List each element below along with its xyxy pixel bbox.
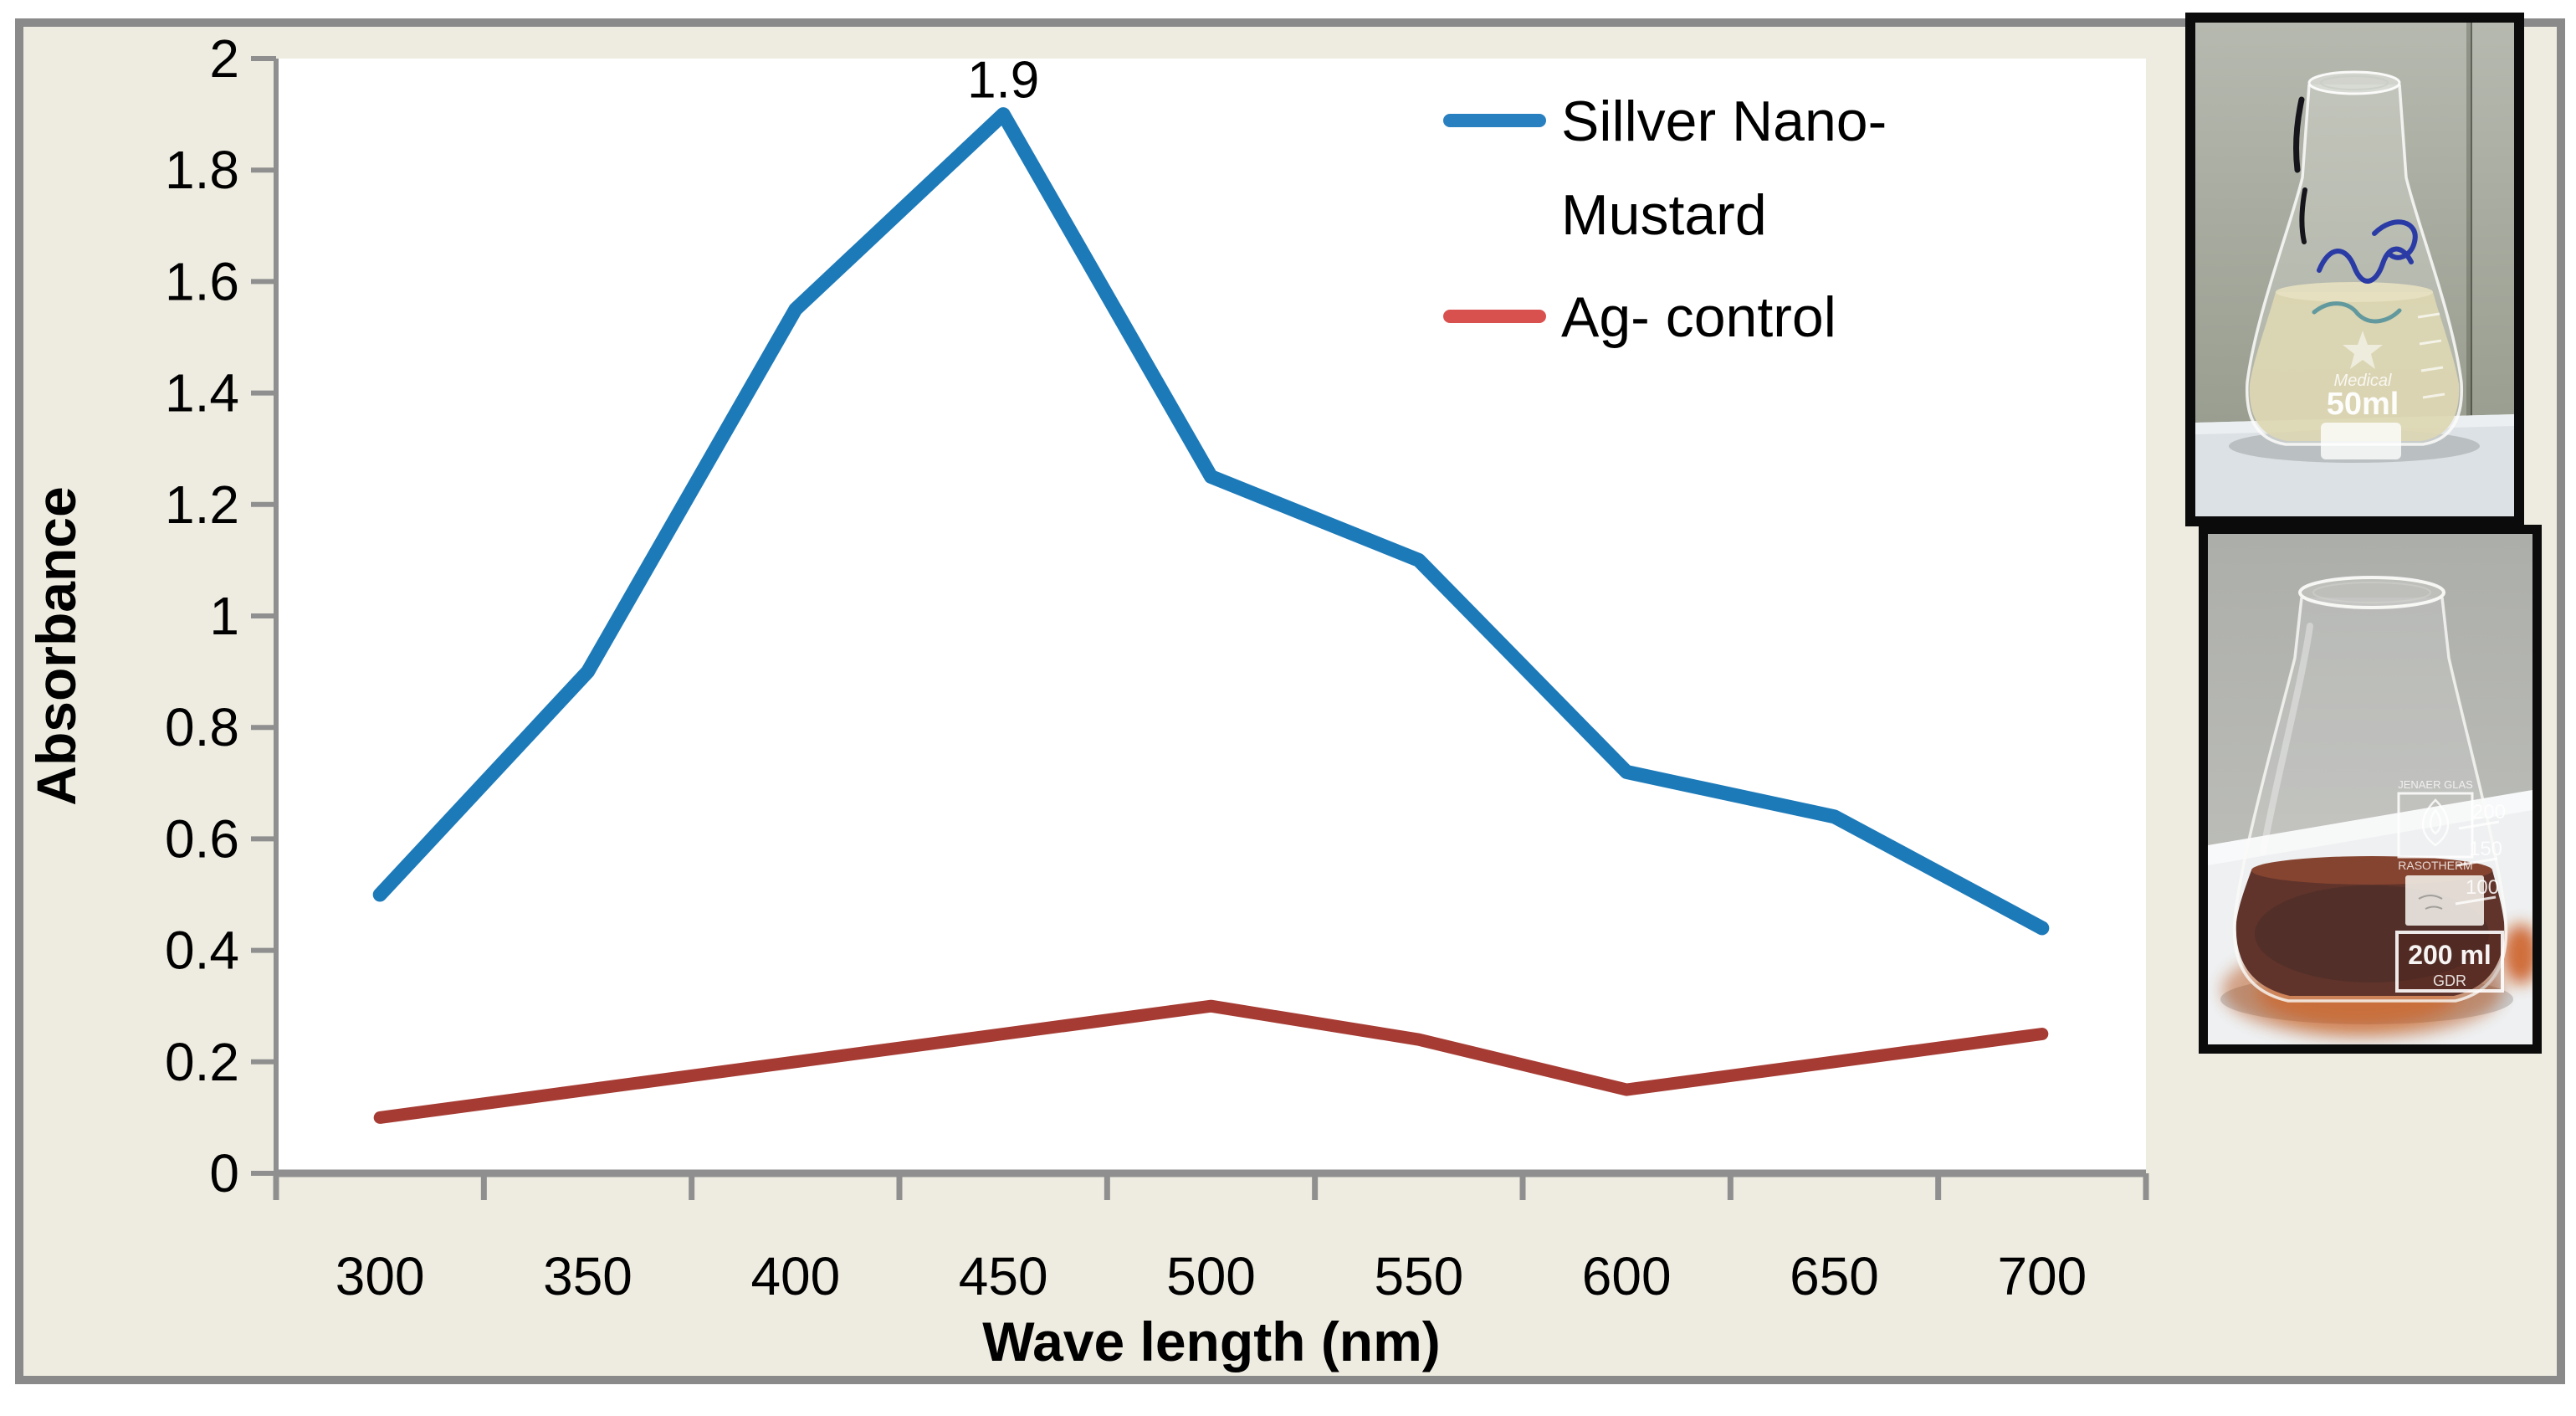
peak-value-label: 1.9 [967,52,1039,110]
x-tick-label: 600 [1582,1246,1672,1306]
wall-seam-line [2471,23,2472,424]
black-marker-stroke-2 [2299,187,2307,244]
pale-yellow-liquid [2249,292,2460,441]
y-tick-label: 1.6 [165,251,239,311]
legend-label-ag-control: Ag- control [1561,285,1836,349]
volume-box [2395,931,2504,993]
absorbance-chart: 0 0.2 0.4 0.6 0.8 1 1.2 1.4 1.6 1.8 2 300 350 400 450… [25,28,2149,1372]
x-tick-label: 400 [750,1246,840,1306]
wall-seam [2466,23,2472,424]
blue-handwriting [2317,246,2414,284]
y-tick-label: 1.8 [165,140,239,200]
flask-volume-label: 200 ml [2408,940,2491,970]
y-axis-ticks: 0 0.2 0.4 0.6 0.8 1 1.2 1.4 1.6 1.8 2 [165,28,276,1203]
x-tick-label: 700 [1997,1246,2087,1306]
legend: Sillver Nano- Mustard Ag- control [1443,90,1887,349]
glass-highlight [2260,623,2313,855]
cloth-fold [2208,790,2532,865]
blue-handwriting-2 [2372,219,2418,260]
white-label-patch [2405,875,2484,926]
photo-flask-yellow: Medical 50ml [2185,13,2524,526]
series-lines [372,107,2050,1124]
star-logo [2343,331,2383,369]
graduation-200: 200 [2472,801,2506,823]
emblem-brand-text: RASOTHERM [2398,859,2472,872]
flask-origin-label: GDR [2433,972,2466,989]
teal-handwriting [2312,301,2402,324]
y-tick-label: 1.2 [165,475,239,535]
y-tick-label: 0 [209,1143,239,1203]
flask-rim-inner [2320,75,2389,90]
flame-icon [2421,798,2450,847]
flask-brown-scene: JENAER GLAS RASOTHERM 200 ml GDR 200 150… [2208,534,2532,1044]
y-tick-label: 0.2 [165,1032,239,1092]
y-tick-label: 0.4 [165,921,239,981]
flask-yellow-scene: Medical 50ml [2195,23,2514,516]
y-tick-label: 1.4 [165,363,239,423]
x-tick-label: 300 [335,1246,425,1306]
black-marker-stroke [2293,96,2305,173]
x-tick-label: 550 [1374,1246,1463,1306]
y-tick-label: 1 [209,586,239,646]
x-tick-label: 350 [543,1246,632,1306]
flask-brand-label: Medical [2334,372,2392,390]
white-label-patch [2321,423,2401,459]
x-axis-ticks: 300 350 400 450 500 550 600 650 700 [273,1173,2149,1306]
legend-label-silver-nano-line2: Mustard [1561,183,1767,247]
x-tick-label: 650 [1790,1246,1879,1306]
y-tick-label: 2 [209,28,239,89]
x-axis-title: Wave length (nm) [982,1311,1441,1372]
figure-frame: 0 0.2 0.4 0.6 0.8 1 1.2 1.4 1.6 1.8 2 300 350 400 450… [15,18,2565,1384]
emblem-top-text: JENAER GLAS [2398,778,2473,791]
flask-volume-label: 50ml [2327,387,2399,422]
flask-rim [2307,70,2401,95]
graduation-marks [2417,312,2445,399]
graduation-marks [2455,820,2500,906]
y-axis-title: Absorbance [25,486,87,805]
legend-label-silver-nano-line1: Sillver Nano- [1561,90,1887,153]
series-line-1 [373,999,2049,1124]
y-tick-label: 0.8 [165,697,239,757]
graduation-100: 100 [2466,876,2499,899]
x-tick-label: 500 [1166,1246,1256,1306]
pencil-marks [2418,895,2443,910]
series-line-0 [372,107,2050,936]
liquid-surface [2276,282,2433,302]
flask-rim-inner [2312,582,2431,603]
plot-area [276,59,2146,1173]
orange-reflection-right [2502,924,2532,984]
graduation-150: 150 [2469,838,2502,860]
x-tick-label: 450 [959,1246,1048,1306]
y-tick-label: 0.6 [165,808,239,869]
photo-flask-brown: JENAER GLAS RASOTHERM 200 ml GDR 200 150… [2199,525,2542,1054]
